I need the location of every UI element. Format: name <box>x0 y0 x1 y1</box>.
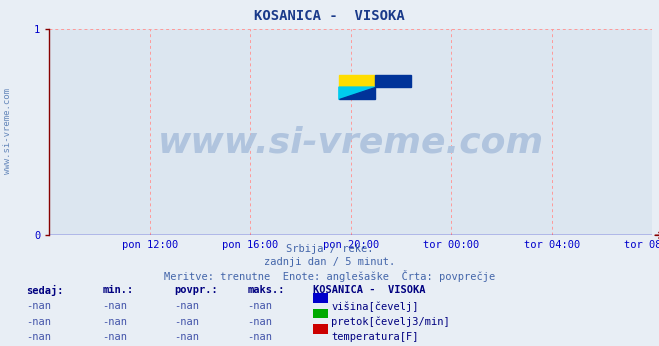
Polygon shape <box>339 87 375 99</box>
Text: -nan: -nan <box>175 317 200 327</box>
Text: -nan: -nan <box>175 301 200 311</box>
Text: -nan: -nan <box>247 301 272 311</box>
Text: temperatura[F]: temperatura[F] <box>331 332 419 342</box>
Text: maks.:: maks.: <box>247 285 285 295</box>
Text: -nan: -nan <box>26 301 51 311</box>
Text: -nan: -nan <box>102 301 127 311</box>
Text: KOSANICA -  VISOKA: KOSANICA - VISOKA <box>313 285 426 295</box>
Polygon shape <box>339 87 375 99</box>
Text: www.si-vreme.com: www.si-vreme.com <box>158 126 544 160</box>
Text: Srbija / reke.: Srbija / reke. <box>286 244 373 254</box>
Text: -nan: -nan <box>102 332 127 342</box>
Text: min.:: min.: <box>102 285 133 295</box>
Text: višina[čevelj]: višina[čevelj] <box>331 301 419 311</box>
Text: KOSANICA -  VISOKA: KOSANICA - VISOKA <box>254 9 405 22</box>
Text: sedaj:: sedaj: <box>26 285 64 297</box>
Text: -nan: -nan <box>26 332 51 342</box>
Text: Meritve: trenutne  Enote: anglešaške  Črta: povprečje: Meritve: trenutne Enote: anglešaške Črta… <box>164 270 495 282</box>
Bar <box>339 75 375 87</box>
Text: -nan: -nan <box>26 317 51 327</box>
Text: -nan: -nan <box>102 317 127 327</box>
Text: www.si-vreme.com: www.si-vreme.com <box>3 89 13 174</box>
Text: povpr.:: povpr.: <box>175 285 218 295</box>
Text: -nan: -nan <box>247 332 272 342</box>
Text: -nan: -nan <box>175 332 200 342</box>
Text: -nan: -nan <box>247 317 272 327</box>
Text: zadnji dan / 5 minut.: zadnji dan / 5 minut. <box>264 257 395 267</box>
Text: pretok[čevelj3/min]: pretok[čevelj3/min] <box>331 317 450 327</box>
Bar <box>375 75 411 87</box>
